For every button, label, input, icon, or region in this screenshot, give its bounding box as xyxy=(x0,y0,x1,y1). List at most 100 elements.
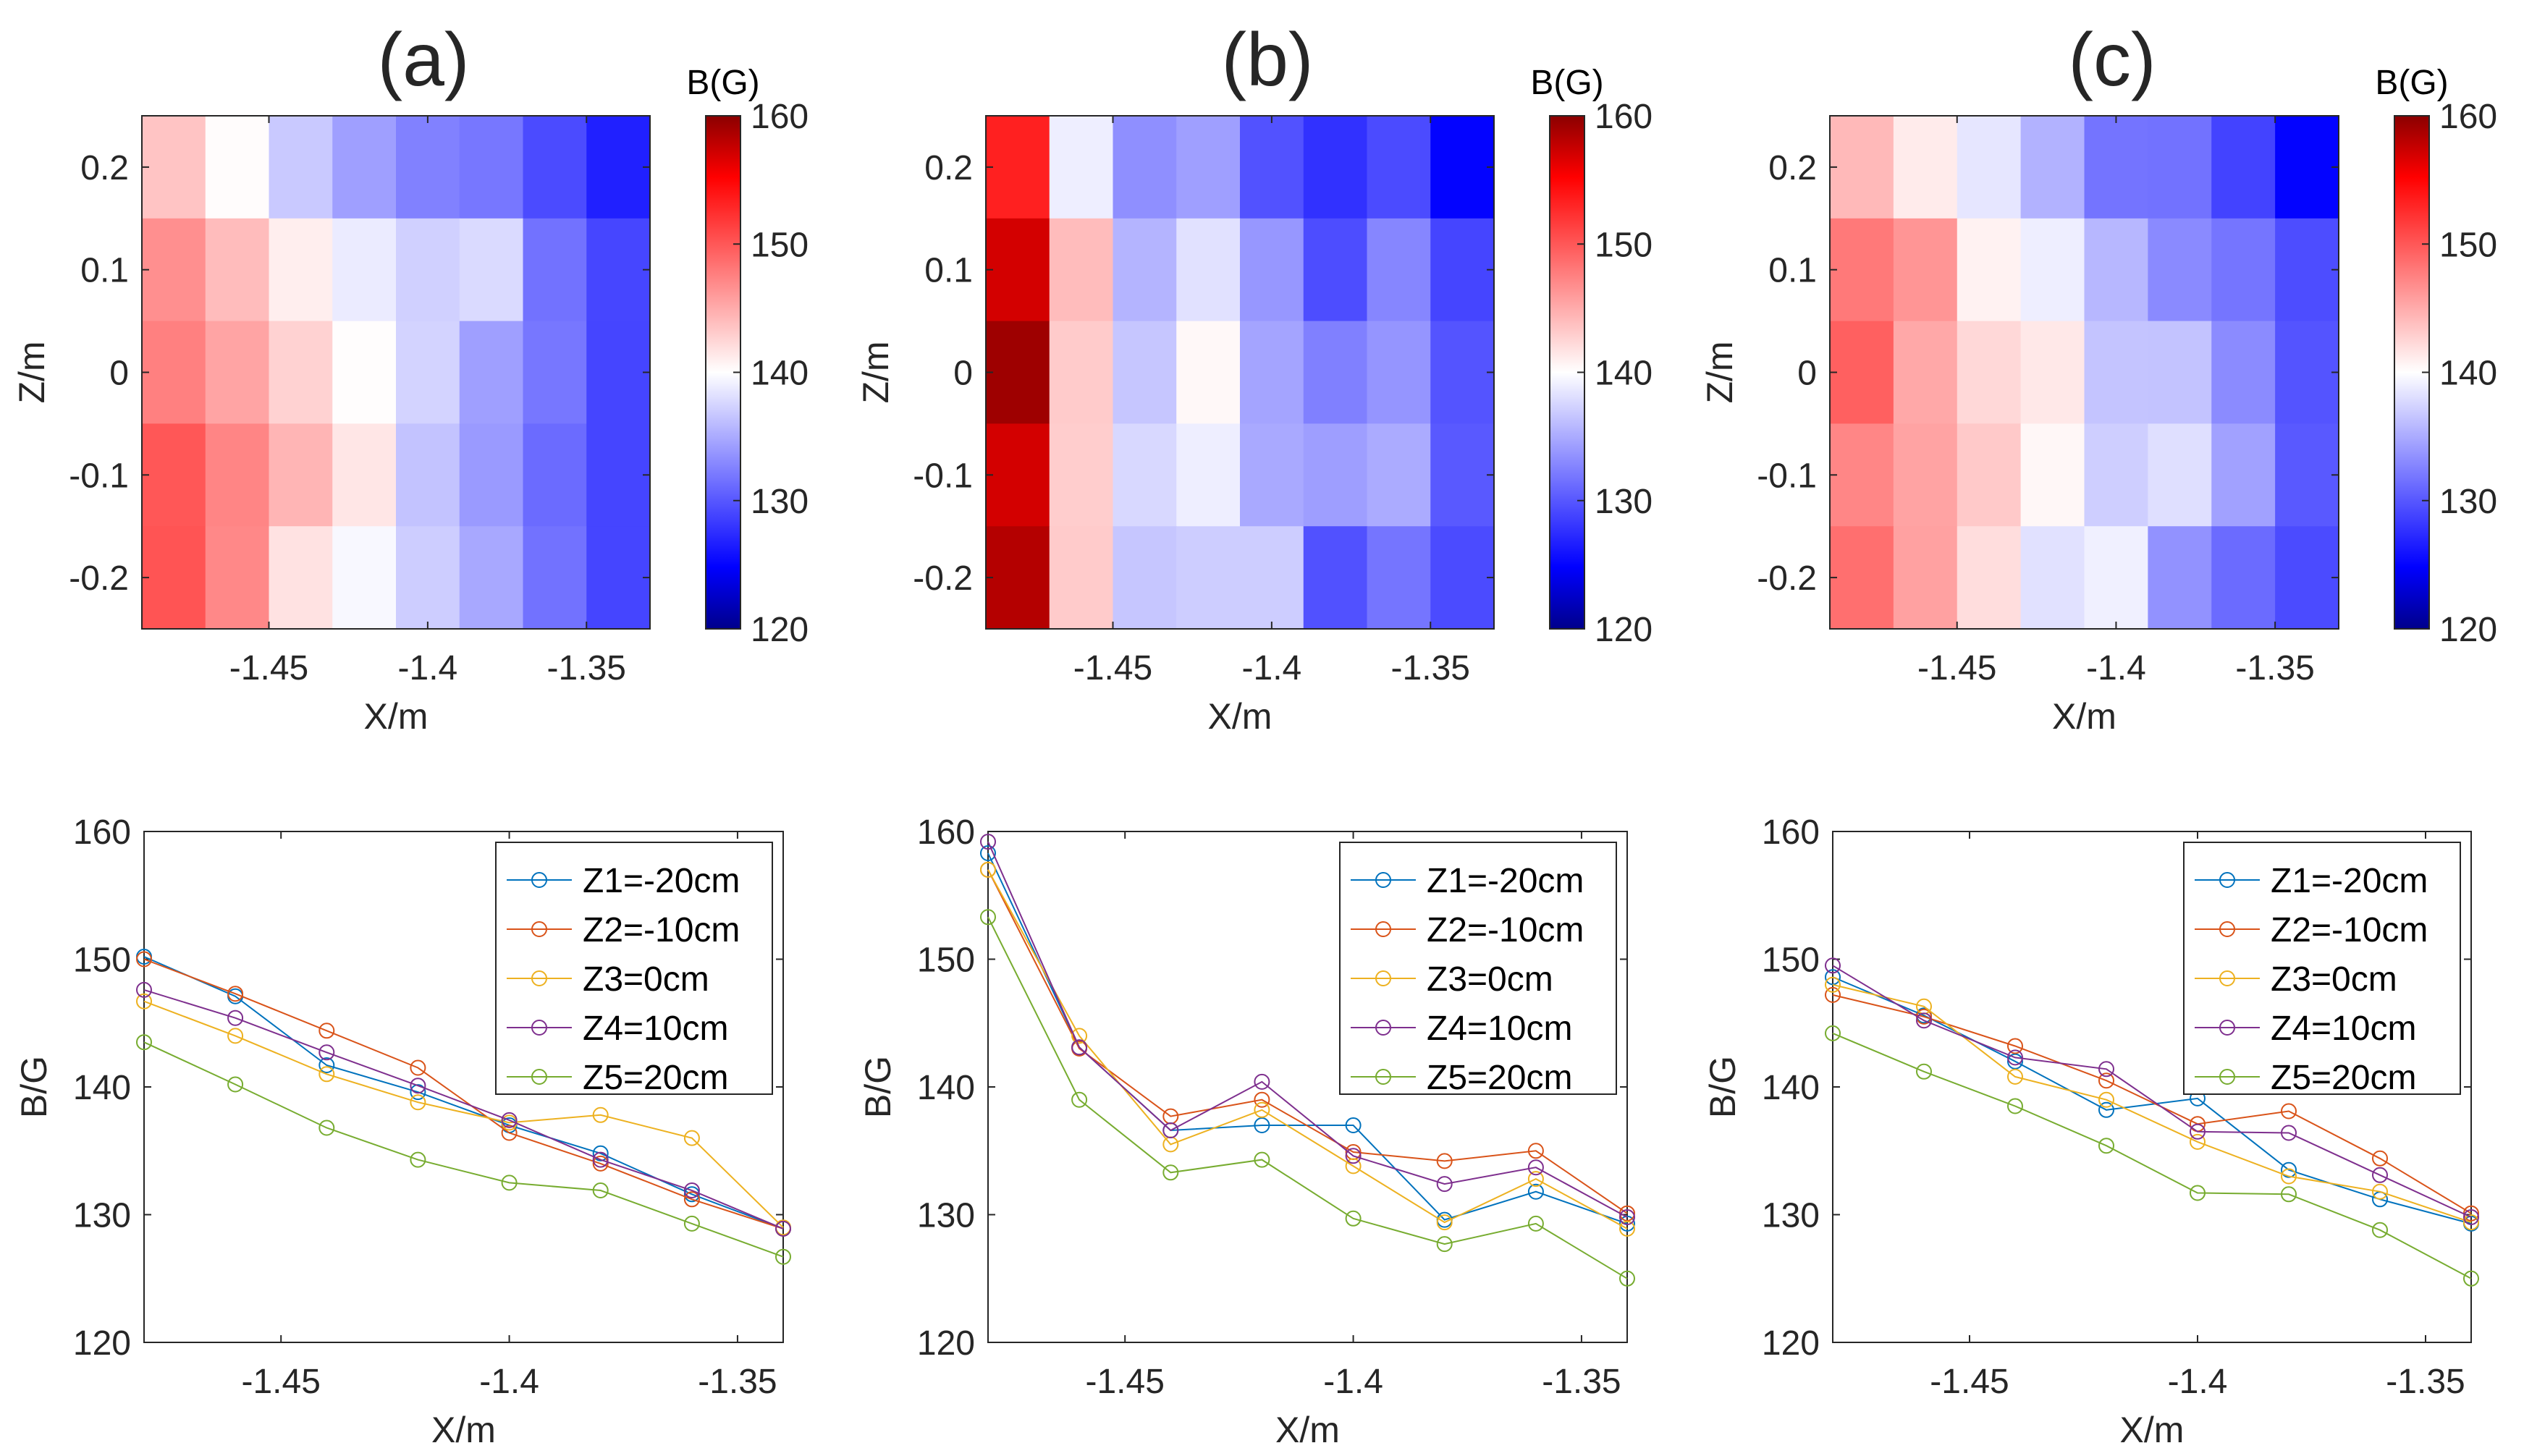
data-point xyxy=(1527,1183,1544,1200)
data-point xyxy=(2463,1214,2479,1231)
colorbar-tick-label: 130 xyxy=(1595,483,1653,521)
data-point xyxy=(318,1044,335,1061)
heatmap-cell xyxy=(2020,218,2085,322)
heatmap-cell xyxy=(1830,218,1894,322)
y-tick-label: 140 xyxy=(73,1069,131,1107)
heatmap-cell xyxy=(396,423,460,527)
data-point xyxy=(410,1084,426,1101)
data-point xyxy=(1254,1073,1270,1090)
y-tick-label: 0 xyxy=(109,355,129,393)
legend-label: Z1=-20cm xyxy=(2271,862,2428,900)
series-line xyxy=(143,1041,784,1258)
heatmap-cell xyxy=(142,218,206,322)
data-point xyxy=(1436,1236,1453,1253)
heatmap-cell xyxy=(2211,526,2276,630)
x-tick-label: -1.35 xyxy=(1391,649,1470,687)
data-point xyxy=(2463,1270,2479,1287)
heatmap-cell xyxy=(332,218,397,322)
colorbar-tick-label: 130 xyxy=(2439,483,2497,521)
heatmap-panel-a: (a) -1.45 -1.4 -1.35 0.2 0.1 0 -0.1 -0.2 X/m Z/m B(… xyxy=(12,18,809,737)
legend-marker xyxy=(2219,872,2235,888)
heatmap-cell xyxy=(1303,321,1368,424)
x-tick-label: -1.45 xyxy=(229,649,308,687)
heatmap-cell xyxy=(1113,116,1177,219)
y-tick-label: 0.1 xyxy=(1768,252,1817,290)
heatmap-cell xyxy=(1113,321,1177,424)
data-point xyxy=(501,1174,518,1191)
legend-marker xyxy=(531,921,547,937)
colorbar-title: B(G) xyxy=(686,64,759,102)
data-point xyxy=(136,993,152,1010)
legend-label: Z1=-20cm xyxy=(1427,862,1584,900)
data-point xyxy=(1254,1091,1270,1108)
heatmap-cell xyxy=(2275,423,2339,527)
data-point xyxy=(1345,1210,1362,1227)
y-tick-label: -0.2 xyxy=(69,559,129,598)
y-tick-label: 130 xyxy=(1762,1197,1820,1235)
heatmap-cell xyxy=(396,116,460,219)
data-point xyxy=(227,986,244,1002)
heatmap-cell xyxy=(269,526,333,630)
legend-label: Z4=10cm xyxy=(1427,1010,1572,1048)
series-4 xyxy=(136,981,791,1237)
legend-label: Z1=-20cm xyxy=(583,862,740,900)
heatmap-cell xyxy=(1176,321,1241,424)
data-point xyxy=(683,1191,700,1208)
line-panel-c: -1.45 -1.4 -1.35 120 130 140 150 160 X/m B/G Z1=-2… xyxy=(1702,813,2479,1450)
y-axis-label: Z/m xyxy=(1700,341,1740,403)
heatmap-cell xyxy=(1367,526,1431,630)
heatmap-panel-c: (c) -1.45 -1.4 -1.35 0.2 0.1 0 -0.1 -0.2 X/m Z/m B(… xyxy=(1700,18,2497,737)
legend-label: Z2=-10cm xyxy=(2271,911,2428,949)
data-point xyxy=(980,845,996,861)
heatmap-cell xyxy=(523,116,587,219)
heatmap-cell xyxy=(2020,321,2085,424)
x-tick-label: -1.45 xyxy=(1073,649,1152,687)
data-point xyxy=(683,1130,700,1146)
legend-box xyxy=(2183,842,2461,1095)
heatmap-cell xyxy=(2020,116,2085,219)
heatmap-cell xyxy=(459,526,524,630)
heatmap-cell xyxy=(1240,423,1304,527)
heatmap-cell xyxy=(586,321,651,424)
data-point xyxy=(683,1215,700,1232)
x-tick-label: -1.4 xyxy=(1323,1363,1383,1401)
data-point xyxy=(2281,1186,2297,1203)
x-tick-label: -1.45 xyxy=(1917,649,1996,687)
figure-root: (a) -1.45 -1.4 -1.35 0.2 0.1 0 -0.1 -0.2 X/m Z/m B(… xyxy=(12,18,2497,1450)
legend: Z1=-20cm Z2=-10cm Z3=0cm Z4=10cm Z5=20cm xyxy=(1339,842,1617,1097)
series-line xyxy=(1832,994,2472,1214)
data-point xyxy=(1825,969,1841,986)
heatmap-panel-b: (b) -1.45 -1.4 -1.35 0.2 0.1 0 -0.1 -0.2 X/m Z/m B(… xyxy=(856,18,1653,737)
heatmap-cell xyxy=(1430,321,1495,424)
colorbar-title: B(G) xyxy=(2375,64,2448,102)
heatmap-cell xyxy=(2084,321,2148,424)
heatmap-cell xyxy=(1049,218,1114,322)
heatmap-cell xyxy=(205,423,270,527)
y-axis-label: B/G xyxy=(858,1056,898,1118)
colorbar-tick-label: 140 xyxy=(2439,355,2497,393)
data-point xyxy=(2098,1072,2114,1089)
colorbar-tick-label: 160 xyxy=(1595,98,1653,136)
data-point xyxy=(2281,1125,2297,1141)
heatmap-cell xyxy=(1049,321,1114,424)
heatmap-cell xyxy=(205,116,270,219)
series-line xyxy=(1832,976,2472,1224)
data-point xyxy=(2281,1103,2297,1119)
heatmap-cell xyxy=(523,423,587,527)
heatmap-cell xyxy=(269,116,333,219)
series-line xyxy=(987,869,1628,1229)
y-tick-label: 150 xyxy=(1762,941,1820,980)
colorbar-tick-label: 140 xyxy=(1595,355,1653,393)
heatmap-cell xyxy=(586,526,651,630)
heatmap-cell xyxy=(1176,526,1241,630)
x-axis-label: X/m xyxy=(431,1410,496,1450)
colorbar-tick-label: 160 xyxy=(2439,98,2497,136)
data-point xyxy=(1619,1209,1635,1225)
heatmap-cell xyxy=(1303,218,1368,322)
line-panel-a: -1.45 -1.4 -1.35 120 130 140 150 160 X/m B/G Z1=-2… xyxy=(14,813,791,1450)
heatmap-cell xyxy=(1240,526,1304,630)
heatmap-cell xyxy=(1049,526,1114,630)
data-point xyxy=(2007,1098,2023,1114)
heatmap-cell xyxy=(1893,526,1958,630)
colorbar-title: B(G) xyxy=(1530,64,1603,102)
